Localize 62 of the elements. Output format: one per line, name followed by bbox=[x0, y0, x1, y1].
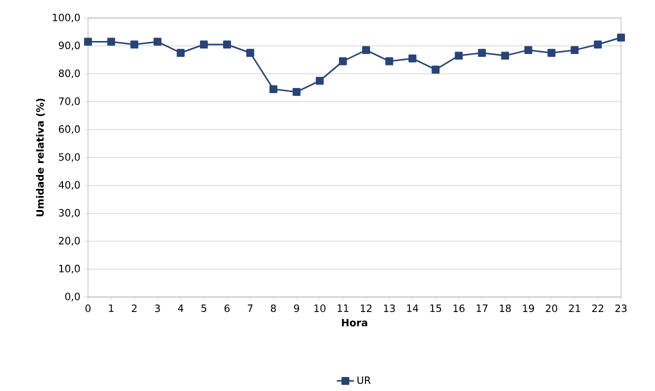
point bbox=[130, 40, 138, 48]
x-tick-label: 5 bbox=[201, 304, 206, 312]
x-tick-label: 12 bbox=[360, 304, 372, 312]
x-tick-label: 10 bbox=[314, 304, 326, 312]
x-tick-label: 4 bbox=[178, 304, 184, 312]
x-tick-label: 18 bbox=[500, 304, 511, 312]
x-tick-label: 17 bbox=[476, 304, 488, 312]
y-tick-label: 80,0 bbox=[58, 69, 80, 78]
point bbox=[478, 48, 486, 57]
x-tick-label: 13 bbox=[384, 304, 395, 312]
point bbox=[408, 54, 416, 62]
point bbox=[617, 34, 625, 42]
x-tick-label: 3 bbox=[155, 304, 160, 312]
y-tick-label: 90,0 bbox=[58, 42, 80, 50]
x-tick-label: 1 bbox=[109, 304, 114, 312]
point bbox=[292, 88, 301, 96]
y-tick-label: 10,0 bbox=[59, 264, 80, 274]
point bbox=[154, 38, 162, 46]
x-tick-label: 20 bbox=[546, 304, 558, 312]
x-tick-label: 6 bbox=[224, 304, 230, 312]
point bbox=[570, 46, 579, 54]
y-tick-label: 100,0 bbox=[52, 14, 80, 22]
point bbox=[548, 48, 556, 57]
point bbox=[338, 57, 347, 66]
point bbox=[524, 46, 532, 54]
y-tick-label: 60,0 bbox=[58, 125, 80, 134]
point bbox=[362, 46, 370, 54]
x-tick-label: 9 bbox=[294, 304, 300, 312]
x-tick-label: 8 bbox=[270, 304, 276, 312]
x-tick-label: 14 bbox=[407, 304, 418, 312]
x-tick-label: 7 bbox=[248, 304, 253, 312]
x-axis-title: Hora bbox=[342, 318, 368, 326]
point bbox=[107, 38, 116, 46]
y-tick-label: 20,0 bbox=[58, 236, 80, 246]
x-tick-label: 21 bbox=[569, 304, 580, 312]
y-tick-label: 0,0 bbox=[65, 292, 80, 302]
y-axis-title: Umidade relativa (%) bbox=[36, 98, 45, 216]
point bbox=[501, 52, 510, 60]
x-tick-label: 16 bbox=[454, 304, 465, 312]
x-tick-label: 2 bbox=[132, 304, 137, 312]
point bbox=[200, 40, 208, 48]
y-tick-label: 70,0 bbox=[59, 97, 80, 106]
legend-label: UR bbox=[358, 376, 371, 384]
point bbox=[223, 40, 231, 48]
x-tick-label: 19 bbox=[523, 304, 534, 312]
y-tick-label: 40,0 bbox=[58, 181, 80, 190]
point bbox=[316, 76, 324, 85]
y-tick-label: 50,0 bbox=[58, 153, 80, 162]
point bbox=[84, 38, 92, 46]
x-tick-label: 23 bbox=[615, 304, 627, 312]
x-tick-label: 0 bbox=[85, 304, 91, 312]
point bbox=[269, 85, 278, 94]
x-tick-label: 11 bbox=[338, 304, 348, 312]
x-tick-label: 15 bbox=[430, 304, 442, 312]
point bbox=[594, 40, 602, 48]
point bbox=[454, 52, 463, 60]
point bbox=[432, 66, 440, 74]
point bbox=[385, 57, 394, 66]
y-tick-label: 30,0 bbox=[58, 208, 80, 218]
point bbox=[176, 48, 185, 57]
x-tick-label: 22 bbox=[592, 304, 604, 312]
point bbox=[246, 48, 254, 57]
